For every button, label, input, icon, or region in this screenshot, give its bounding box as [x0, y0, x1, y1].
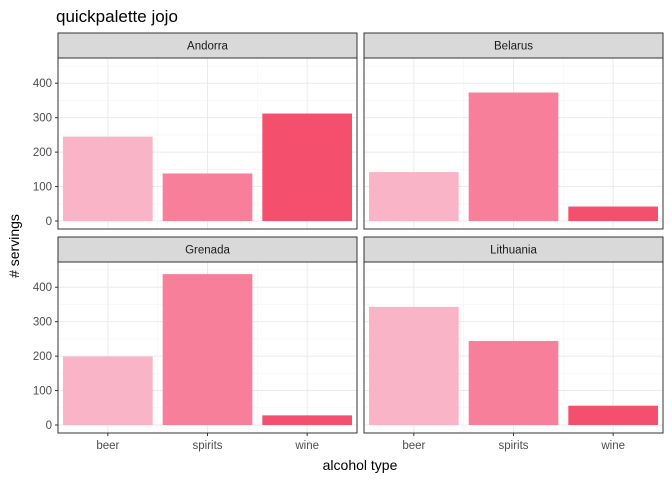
bar-belarus-beer — [368, 172, 459, 221]
facet-panel-belarus: Belarus — [363, 32, 664, 230]
y-tick-label: 0 — [46, 420, 52, 432]
bar-belarus-wine — [568, 206, 659, 221]
facet-panels: Andorra 0 100 200 300 400 Belarus Grenada 0 100 20… — [33, 32, 664, 452]
x-tick-label-spirits: spirits — [498, 440, 528, 452]
facet-strip — [363, 236, 664, 263]
x-axis-title: alcohol type — [323, 457, 398, 473]
y-tick-label: 300 — [33, 317, 52, 329]
facet-panel-andorra: Andorra 0 100 200 300 400 — [33, 32, 358, 230]
y-tick-label: 100 — [33, 182, 52, 194]
facet-strip-label: Grenada — [185, 245, 230, 257]
x-tick-label-spirits: spirits — [192, 440, 222, 452]
facet-panel-grenada: Grenada 0 100 200 300 400 beer spirits wine — [33, 236, 358, 452]
facet-panel-lithuania: Lithuania beer spirits wine — [363, 236, 664, 452]
facet-strip-label: Belarus — [494, 41, 533, 53]
bar-grenada-wine — [262, 415, 353, 425]
chart-title: quickpalette jojo — [56, 7, 178, 26]
x-tick-label-wine: wine — [600, 440, 625, 452]
y-axis-title: # servings — [6, 214, 22, 278]
bar-lithuania-wine — [568, 405, 659, 425]
y-tick-label: 400 — [33, 282, 52, 294]
bar-andorra-spirits — [162, 173, 253, 221]
y-tick-label: 300 — [33, 113, 52, 125]
x-tick-label-beer: beer — [402, 440, 425, 452]
x-tick-label-wine: wine — [294, 440, 319, 452]
y-tick-label: 200 — [33, 351, 52, 363]
facet-strip — [57, 32, 358, 59]
y-tick-label: 400 — [33, 78, 52, 90]
x-tick-label-beer: beer — [96, 440, 119, 452]
bar-grenada-beer — [62, 356, 153, 425]
facet-strip — [363, 32, 664, 59]
bar-lithuania-beer — [368, 306, 459, 425]
bar-andorra-beer — [62, 136, 153, 221]
bar-belarus-spirits — [468, 92, 559, 222]
bar-grenada-spirits — [162, 274, 253, 425]
bar-lithuania-spirits — [468, 340, 559, 425]
y-tick-label: 100 — [33, 386, 52, 398]
bar-andorra-wine — [262, 113, 353, 221]
facet-strip-label: Andorra — [187, 41, 229, 53]
facet-strip-label: Lithuania — [490, 245, 537, 257]
facet-strip — [57, 236, 358, 263]
y-tick-label: 0 — [46, 216, 52, 228]
y-tick-label: 200 — [33, 147, 52, 159]
